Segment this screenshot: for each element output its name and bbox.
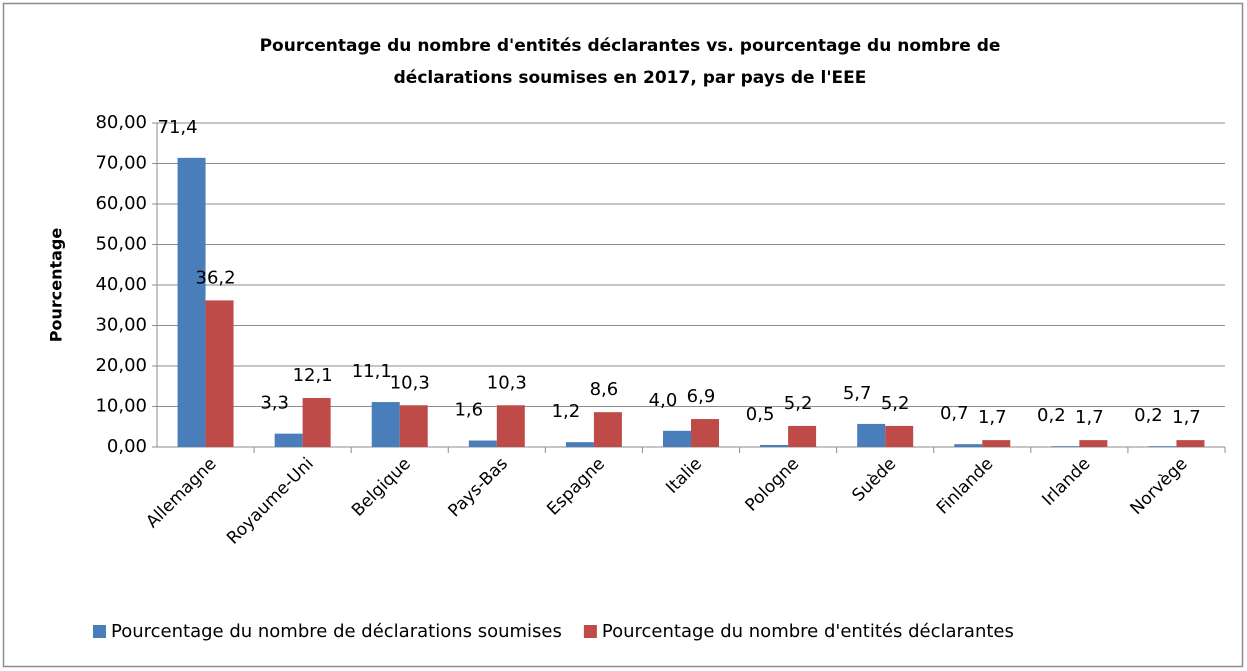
bar (205, 300, 234, 447)
bar (954, 444, 983, 447)
bar (565, 442, 594, 447)
value-label: 3,3 (260, 393, 289, 414)
bar (691, 419, 719, 447)
y-tick-label: 10,00 (95, 396, 147, 417)
value-label: 0,5 (746, 404, 775, 425)
value-label: 10,3 (487, 372, 527, 393)
value-label: 0,2 (1037, 405, 1066, 426)
y-tick-label: 0,00 (107, 436, 147, 457)
bar (663, 430, 691, 447)
chart-title: déclarations soumises en 2017, par pays … (394, 68, 867, 88)
bar (177, 157, 206, 447)
value-label: 6,9 (687, 386, 716, 407)
legend-label: Pourcentage du nombre de déclarations so… (111, 621, 562, 642)
bar (371, 402, 400, 447)
value-label: 1,6 (454, 400, 483, 421)
value-label: 8,6 (590, 379, 619, 400)
value-label: 10,3 (390, 372, 430, 393)
bar (1079, 440, 1108, 447)
bar (788, 425, 817, 447)
bar (760, 444, 789, 447)
y-tick-label: 60,00 (95, 193, 147, 214)
bar (982, 440, 1011, 447)
value-label: 71,4 (158, 117, 198, 138)
y-tick-label: 50,00 (95, 234, 147, 255)
bar (1148, 446, 1177, 447)
y-tick-label: 80,00 (95, 112, 147, 133)
bar (399, 405, 428, 447)
bar (1051, 446, 1080, 447)
value-label: 4,0 (649, 390, 678, 411)
legend-swatch (583, 625, 597, 638)
value-label: 1,7 (1075, 407, 1104, 428)
value-label: 0,7 (940, 403, 969, 424)
legend-swatch (93, 625, 106, 638)
y-tick-label: 70,00 (95, 153, 147, 174)
bar (885, 425, 914, 447)
chart-title: Pourcentage du nombre d'entités déclaran… (260, 36, 1001, 56)
value-label: 5,2 (881, 393, 910, 414)
y-tick-label: 20,00 (95, 355, 147, 376)
value-label: 0,2 (1134, 405, 1163, 426)
bar (302, 397, 331, 447)
value-label: 1,7 (1172, 407, 1201, 428)
bar (468, 440, 497, 447)
bar (1176, 440, 1205, 447)
value-label: 5,7 (843, 383, 872, 404)
value-label: 11,1 (352, 361, 392, 382)
y-tick-label: 30,00 (95, 315, 147, 336)
y-axis-label: Pourcentage (47, 228, 66, 343)
value-label: 5,2 (784, 393, 813, 414)
legend-label: Pourcentage du nombre d'entités déclaran… (602, 621, 1014, 642)
bar (593, 412, 622, 447)
y-tick-label: 40,00 (95, 274, 147, 295)
bar (857, 423, 886, 447)
bar (274, 433, 303, 447)
value-label: 1,2 (552, 401, 581, 422)
value-label: 1,7 (978, 407, 1007, 428)
value-label: 36,2 (196, 267, 236, 288)
bar (496, 405, 525, 447)
value-label: 12,1 (293, 365, 333, 386)
